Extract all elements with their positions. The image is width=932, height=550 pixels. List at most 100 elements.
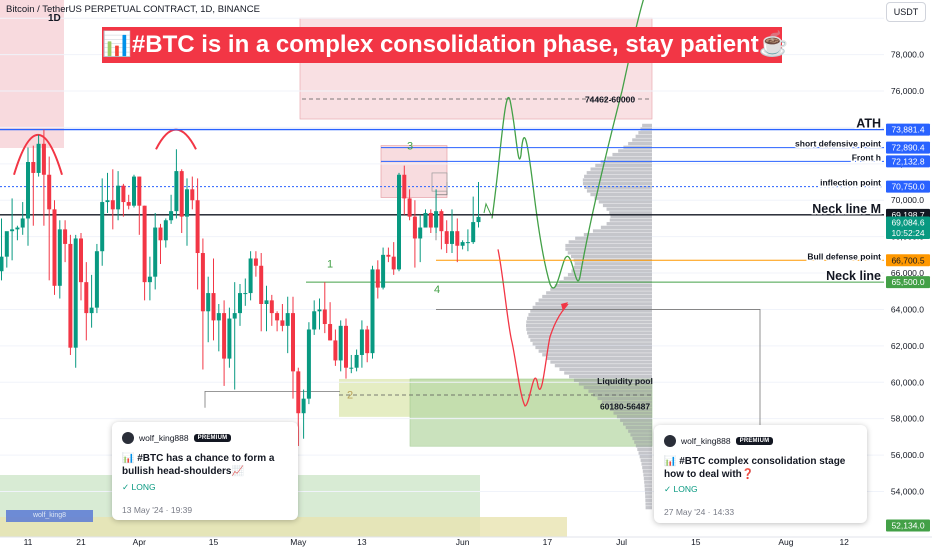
candle[interactable] xyxy=(153,212,158,290)
candle[interactable] xyxy=(47,156,52,281)
candle[interactable] xyxy=(200,238,205,370)
candle[interactable] xyxy=(439,209,444,250)
candle[interactable] xyxy=(222,300,227,386)
candle[interactable] xyxy=(195,178,200,290)
candle[interactable] xyxy=(349,354,354,374)
candle[interactable] xyxy=(434,189,439,234)
candle[interactable] xyxy=(275,311,280,332)
candle[interactable] xyxy=(243,278,248,306)
candle[interactable] xyxy=(291,296,295,399)
candle[interactable] xyxy=(370,265,375,359)
idea-title[interactable]: 📊 #BTC has a chance to form a bullish he… xyxy=(122,453,275,477)
candle[interactable] xyxy=(94,243,99,314)
candle[interactable] xyxy=(317,298,322,330)
candle[interactable] xyxy=(63,220,68,263)
candle[interactable] xyxy=(359,320,364,368)
candle[interactable] xyxy=(333,329,338,366)
candle[interactable] xyxy=(121,183,126,217)
candle[interactable] xyxy=(110,169,115,230)
candle[interactable] xyxy=(174,149,179,219)
candle[interactable] xyxy=(412,200,417,268)
candle[interactable] xyxy=(280,303,285,332)
time-axis[interactable]: 11 21 Apr 15 May 13 Jun 17 Jul 15 Aug 12 xyxy=(0,536,932,550)
candles-layer[interactable] xyxy=(0,129,481,446)
candle[interactable] xyxy=(20,202,25,235)
idea-author[interactable]: wolf_king888 PREMIUM xyxy=(122,432,232,444)
candle[interactable] xyxy=(301,389,306,439)
candle[interactable] xyxy=(312,300,317,335)
candle[interactable] xyxy=(41,129,46,226)
candle[interactable] xyxy=(158,223,163,264)
candle[interactable] xyxy=(391,242,396,275)
candle[interactable] xyxy=(147,256,152,301)
candle[interactable] xyxy=(26,147,30,246)
candle[interactable] xyxy=(381,247,386,290)
candle[interactable] xyxy=(31,145,36,226)
candle[interactable] xyxy=(73,234,78,368)
idea-card-1[interactable]: wolf_king888 PREMIUM 📊 #BTC has a chance … xyxy=(112,422,298,520)
candle[interactable] xyxy=(10,198,15,261)
candle[interactable] xyxy=(328,302,333,341)
candle[interactable] xyxy=(248,251,253,301)
candle[interactable] xyxy=(397,172,401,272)
idea-card-2[interactable]: wolf_king888 PREMIUM 📊 #BTC complex conso… xyxy=(654,425,867,523)
candle[interactable] xyxy=(322,282,327,334)
candle[interactable] xyxy=(259,253,264,332)
idea-author[interactable]: wolf_king888 PREMIUM xyxy=(664,435,774,447)
candle[interactable] xyxy=(264,285,269,332)
candle[interactable] xyxy=(418,214,423,263)
candle[interactable] xyxy=(455,218,460,263)
candle[interactable] xyxy=(15,225,20,241)
candle[interactable] xyxy=(354,349,359,372)
candle[interactable] xyxy=(68,234,73,355)
candle[interactable] xyxy=(407,189,412,221)
idea-title[interactable]: 📊 #BTC complex consolidation stage how t… xyxy=(664,456,846,480)
candle[interactable] xyxy=(306,322,311,405)
candle[interactable] xyxy=(253,251,258,277)
candle[interactable] xyxy=(460,240,465,250)
candle[interactable] xyxy=(79,233,83,301)
candle[interactable] xyxy=(105,172,110,213)
candle[interactable] xyxy=(296,367,301,446)
candle[interactable] xyxy=(0,218,4,281)
candle[interactable] xyxy=(450,209,454,254)
candle[interactable] xyxy=(269,294,274,326)
candle[interactable] xyxy=(465,229,470,252)
candle[interactable] xyxy=(476,182,481,228)
candle[interactable] xyxy=(142,205,147,301)
candle[interactable] xyxy=(365,325,370,363)
candle[interactable] xyxy=(179,169,184,234)
candle[interactable] xyxy=(216,303,221,352)
candle[interactable] xyxy=(100,178,105,266)
candle[interactable] xyxy=(471,196,476,244)
currency-button[interactable]: USDT xyxy=(886,2,926,22)
candle[interactable] xyxy=(423,209,428,228)
candle[interactable] xyxy=(428,209,433,234)
candle[interactable] xyxy=(206,276,211,343)
candle[interactable] xyxy=(36,134,41,177)
candle[interactable] xyxy=(285,296,290,354)
candle[interactable] xyxy=(84,262,89,341)
candle[interactable] xyxy=(52,200,57,295)
candle[interactable] xyxy=(57,220,62,299)
candle[interactable] xyxy=(232,282,237,390)
candle[interactable] xyxy=(211,258,216,341)
price-axis[interactable]: 54,000.0 56,000.0 58,000.0 60,000.0 62,000.0… xyxy=(884,0,932,537)
candle[interactable] xyxy=(344,318,348,379)
candle[interactable] xyxy=(132,174,136,208)
candle[interactable] xyxy=(375,260,380,299)
candle[interactable] xyxy=(444,220,449,254)
candle[interactable] xyxy=(190,176,195,210)
candle[interactable] xyxy=(89,274,94,328)
candle[interactable] xyxy=(169,194,174,224)
candle[interactable] xyxy=(4,231,9,268)
candle[interactable] xyxy=(227,307,232,368)
candle[interactable] xyxy=(163,218,168,248)
candle[interactable] xyxy=(137,176,142,235)
candle[interactable] xyxy=(386,247,391,263)
candle[interactable] xyxy=(126,194,131,210)
candle[interactable] xyxy=(238,283,242,326)
candle[interactable] xyxy=(338,320,343,372)
candle[interactable] xyxy=(185,178,189,246)
candle[interactable] xyxy=(116,171,121,221)
